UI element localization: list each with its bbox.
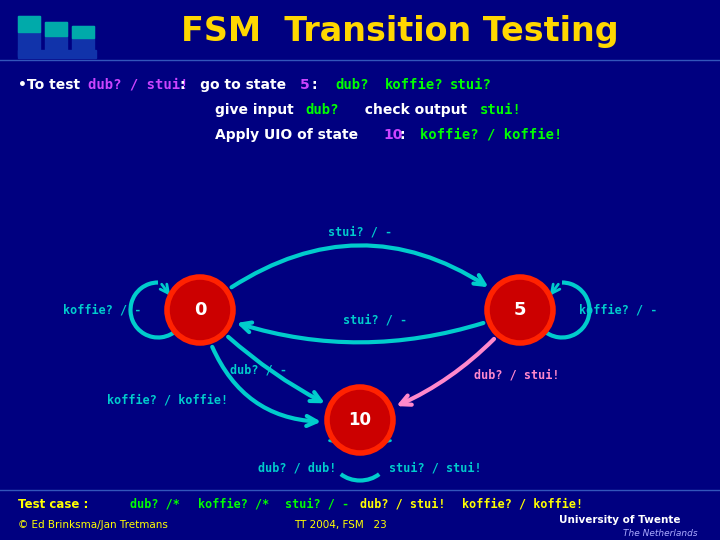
Text: :: : — [400, 128, 415, 142]
Text: koffie? / -: koffie? / - — [579, 303, 657, 316]
Bar — [45, 22, 67, 36]
Text: Test case :: Test case : — [18, 497, 89, 510]
Text: 5: 5 — [514, 301, 526, 319]
Text: 10: 10 — [383, 128, 402, 142]
Bar — [18, 50, 96, 58]
Text: dub? /*: dub? /* — [130, 497, 180, 510]
Text: stui!: stui! — [480, 103, 522, 117]
Text: koffie?: koffie? — [385, 78, 444, 92]
Circle shape — [167, 277, 233, 343]
Text: stui? / -: stui? / - — [328, 226, 392, 239]
Text: 0: 0 — [194, 301, 206, 319]
Bar — [72, 26, 94, 56]
Bar — [18, 16, 40, 56]
Text: stui? / stui!: stui? / stui! — [389, 462, 481, 475]
Text: dub?: dub? — [305, 103, 338, 117]
Text: dub? / stui!: dub? / stui! — [360, 497, 446, 510]
Text: dub? / dub!: dub? / dub! — [258, 462, 336, 475]
Text: © Ed Brinksma/Jan Tretmans: © Ed Brinksma/Jan Tretmans — [18, 520, 168, 530]
Text: 5: 5 — [300, 78, 310, 92]
Text: dub?: dub? — [335, 78, 369, 92]
Text: dub? / stui!: dub? / stui! — [88, 78, 189, 92]
Circle shape — [487, 277, 553, 343]
Text: •To test: •To test — [18, 78, 80, 92]
Text: TT 2004, FSM   23: TT 2004, FSM 23 — [294, 520, 387, 530]
Text: 10: 10 — [348, 411, 372, 429]
Bar — [18, 16, 40, 32]
Text: The Netherlands: The Netherlands — [623, 529, 697, 537]
Text: check output: check output — [355, 103, 467, 117]
Text: stui?: stui? — [450, 78, 492, 92]
Text: :: : — [312, 78, 328, 92]
Text: koffie? /*: koffie? /* — [198, 497, 269, 510]
Text: give input: give input — [215, 103, 294, 117]
Text: dub? / -: dub? / - — [230, 363, 287, 376]
Bar — [45, 22, 67, 56]
Text: koffie? / -: koffie? / - — [63, 303, 141, 316]
Circle shape — [327, 387, 393, 453]
Text: Apply UIO of state: Apply UIO of state — [215, 128, 358, 142]
Text: University of Twente: University of Twente — [559, 515, 680, 525]
Text: koffie? / koffie!: koffie? / koffie! — [420, 128, 562, 142]
Text: FSM  Transition Testing: FSM Transition Testing — [181, 16, 618, 49]
Text: koffie? / koffie!: koffie? / koffie! — [107, 394, 228, 407]
Text: stui? / -: stui? / - — [343, 314, 407, 327]
Bar — [72, 26, 94, 38]
Text: :   go to state: : go to state — [180, 78, 286, 92]
Text: stui? / -: stui? / - — [285, 497, 349, 510]
Text: koffie? / koffie!: koffie? / koffie! — [462, 497, 583, 510]
Text: dub? / stui!: dub? / stui! — [474, 368, 559, 381]
